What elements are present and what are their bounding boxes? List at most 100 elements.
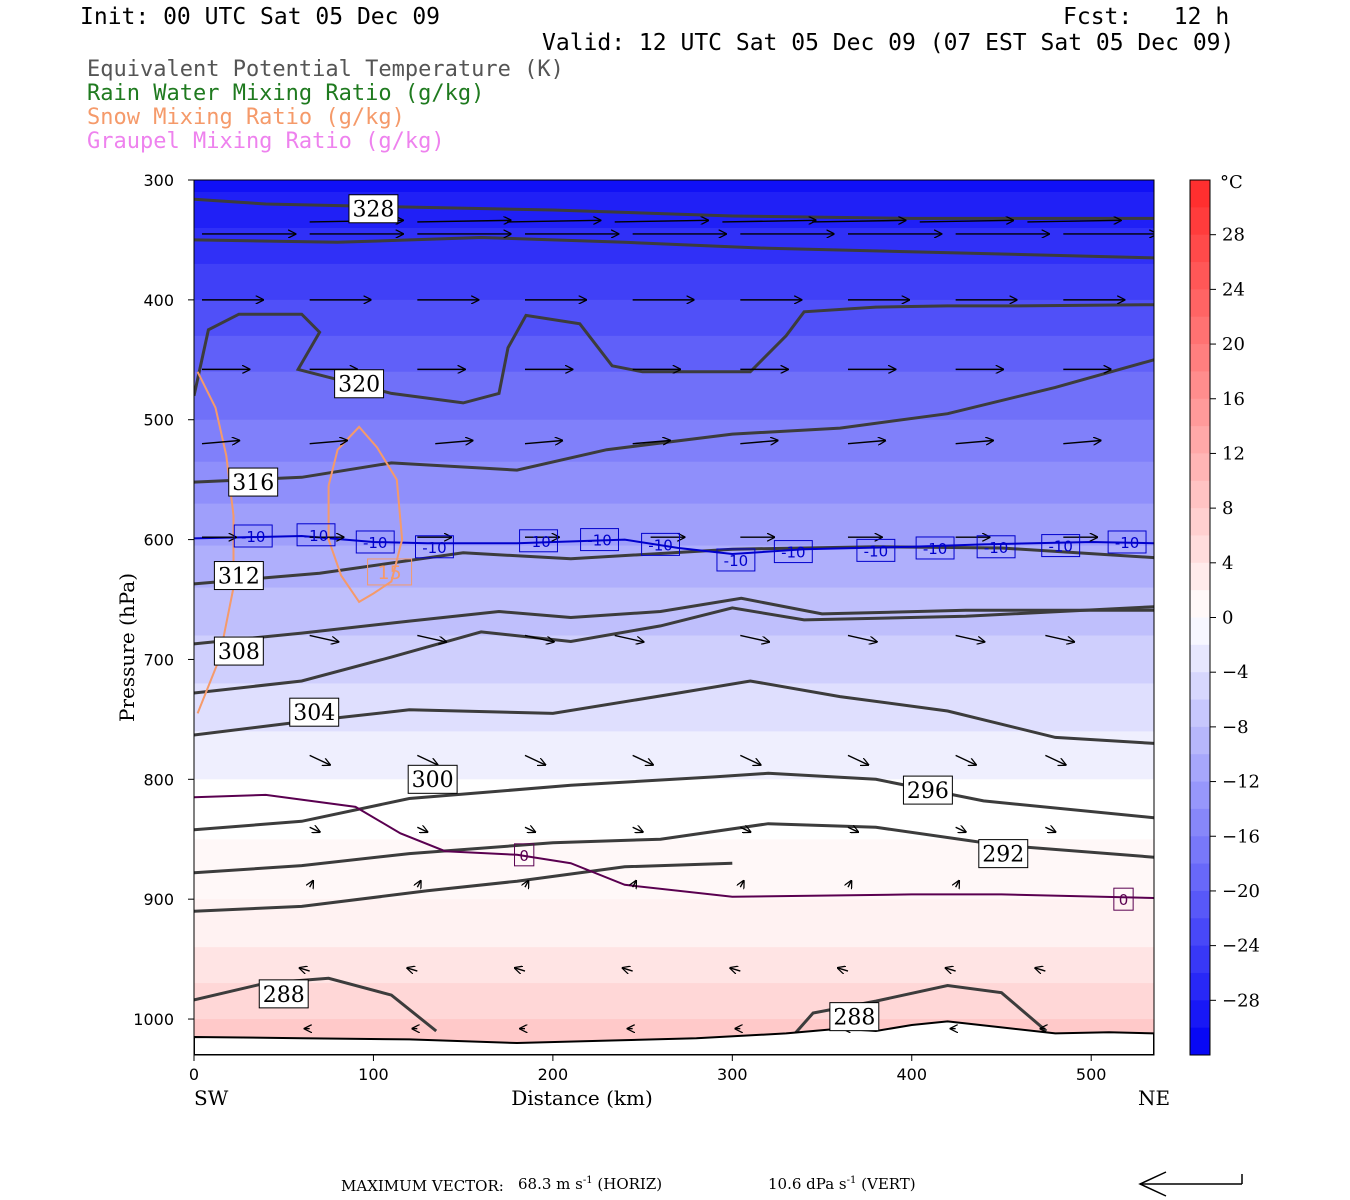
contour-labels: 328 320 316 312 308 304 300 296 292 288 288 -10 -10 -… [213,194,1147,1032]
colorbar-step [1190,371,1210,400]
isotherm-label: -10 [1115,534,1140,552]
legend-snow: Snow Mixing Ratio (g/kg) [87,105,405,130]
theta-e-contour [194,235,1154,260]
wind-vector [299,968,310,971]
colorbar-tick-label: 16 [1222,389,1245,410]
wind-vector [201,440,239,443]
legend-rain: Rain Water Mixing Ratio (g/kg) [87,81,485,106]
isotherm-label-box [296,523,336,547]
wind-vector [945,968,956,971]
wind-vector [632,754,653,765]
theta-e-label: 328 [352,198,394,223]
theta-e-label-box [334,369,385,399]
theta-e-label-box [228,467,279,497]
isotherm-label: -10 [1048,538,1073,556]
wind-vector [1045,634,1074,641]
isotherm-label: -10 [781,544,806,562]
temperature-band [194,263,1154,301]
ne-label: NE [1138,1086,1170,1110]
wind-vector [309,754,330,765]
terrain [194,1020,1154,1055]
isotherm-label: -10 [304,527,329,545]
theta-e-label: 288 [833,1006,875,1031]
colorbar-step [1190,781,1210,810]
theta-e-contour [194,545,1154,586]
temperature-band [194,335,1154,373]
wind-vector [633,881,636,887]
colorbar-step [1190,863,1210,892]
temperature-band [194,947,1154,985]
isotherm-contours [194,534,1154,899]
y-tick-label: 500 [143,411,174,430]
axes: 300 400 500 600 700 800 900 1000 0 100 200 300 400 50… [115,171,1170,1110]
isotherm-label-box [514,843,535,867]
y-tick-label: 1000 [133,1010,174,1029]
wind-vector [622,968,633,971]
snow-label: 15 [377,562,401,584]
isotherm-label-box [233,524,273,548]
colorbar-unit: °C [1220,172,1243,193]
legend-theta-e: Equivalent Potential Temperature (K) [87,57,564,82]
theta-e-contour [194,679,1154,745]
x-tick-label: 400 [896,1065,927,1084]
wind-vector [740,634,769,641]
isotherm-label: -10 [422,539,447,557]
theta-e-label-box [213,561,264,591]
theta-e-contour [194,596,1154,646]
colorbar-step [1190,644,1210,673]
colorbar-step [1190,617,1210,646]
wind-vector [1027,220,1121,222]
wind-vector [309,634,339,641]
wind-vector [417,220,511,222]
colorbar-step [1190,508,1210,536]
colorbar-step [1190,945,1210,974]
theta-e-label: 300 [412,768,454,793]
wind-vector [955,634,985,641]
isotherm-label: -10 [984,539,1009,557]
temperature-band [194,899,1154,949]
isotherm-label-box [414,535,454,559]
theta-e-contour [194,861,733,913]
temperature-band [194,683,1154,733]
wind-vector [515,968,526,971]
wind-vector [525,881,528,887]
wind-vectors [201,220,1154,1028]
wind-vector [614,220,709,222]
wind-vector [309,440,347,443]
isotherm-label-box [976,535,1016,559]
y-tick-label: 600 [143,531,174,550]
theta-e-label-box [289,697,340,727]
isotherm-label-box [519,529,558,553]
colorbar-step [1190,754,1210,783]
x-tick-label: 500 [1076,1065,1107,1084]
legend-graupel: Graupel Mixing Ratio (g/kg) [87,129,445,154]
colorbar-step [1190,398,1210,427]
isotherm-contour [194,793,1154,899]
isotherm-label-box [915,536,955,560]
wind-vector [1035,968,1046,971]
wind-vector [524,754,545,765]
colorbar-step [1190,836,1210,865]
theta-e-label-box [407,764,458,794]
wind-vector [632,827,643,832]
isotherm-label: -10 [648,536,673,554]
colorbar-step [1190,590,1210,618]
colorbar-step [1190,344,1210,372]
wind-vector [417,754,437,765]
theta-e-label-box [348,194,399,224]
x-tick-label: 0 [189,1065,199,1084]
theta-e-contour [793,983,1048,1035]
x-tick-label: 100 [358,1065,389,1084]
colorbar-tick-label: 24 [1222,279,1245,300]
isotherm-label: -10 [363,534,388,552]
x-tick-label: 300 [717,1065,748,1084]
temperature-band [194,731,1154,781]
colorbar-step [1190,808,1210,837]
wind-vector [919,220,1014,222]
colorbar-tick-label: −16 [1222,826,1260,847]
wind-vector [740,827,750,832]
theta-e-label-box [258,979,309,1009]
y-tick-label: 900 [143,890,174,909]
isotherm-label-box [716,548,756,572]
